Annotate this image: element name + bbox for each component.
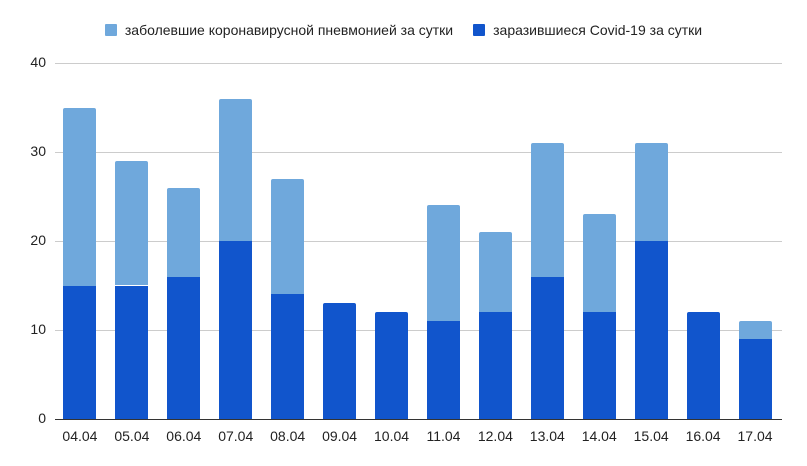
- bar-segment-pneumonia[interactable]: [115, 160, 149, 286]
- bar-segment-pneumonia[interactable]: [738, 321, 772, 339]
- x-tick-label: 12.04: [477, 428, 513, 444]
- x-tick-label: 05.04: [114, 428, 150, 444]
- bar-segment-covid[interactable]: [323, 303, 357, 419]
- x-tick-label: 08.04: [270, 428, 306, 444]
- gridline: [55, 241, 782, 242]
- bar-segment-pneumonia[interactable]: [167, 187, 201, 277]
- bar-08.04[interactable]: [271, 63, 305, 419]
- bar-15.04[interactable]: [634, 63, 668, 419]
- y-tick-label: 10: [30, 321, 46, 337]
- bar-segment-covid[interactable]: [167, 276, 201, 419]
- bar-04.04[interactable]: [63, 63, 97, 419]
- x-tick-label: 04.04: [62, 428, 98, 444]
- bar-segment-covid[interactable]: [375, 312, 409, 419]
- x-tick-label: 15.04: [633, 428, 669, 444]
- x-tick-label: 14.04: [581, 428, 617, 444]
- bar-segment-covid[interactable]: [115, 285, 149, 419]
- bar-13.04[interactable]: [530, 63, 564, 419]
- x-tick-label: 09.04: [322, 428, 358, 444]
- legend-item-covid[interactable]: заразившиеся Covid-19 за сутки: [473, 22, 702, 38]
- bar-14.04[interactable]: [582, 63, 616, 419]
- x-tick-label: 17.04: [737, 428, 773, 444]
- x-tick-label: 16.04: [685, 428, 721, 444]
- bar-10.04[interactable]: [375, 63, 409, 419]
- bar-segment-covid[interactable]: [530, 276, 564, 419]
- bar-segment-covid[interactable]: [478, 312, 512, 419]
- x-axis-line: [55, 419, 782, 420]
- bar-11.04[interactable]: [426, 63, 460, 419]
- y-tick-label: 0: [38, 410, 46, 426]
- x-tick-label: 13.04: [529, 428, 565, 444]
- bar-17.04[interactable]: [738, 63, 772, 419]
- x-tick-label: 11.04: [426, 428, 461, 444]
- bar-segment-covid[interactable]: [426, 321, 460, 419]
- bar-segment-pneumonia[interactable]: [530, 143, 564, 277]
- legend-label-covid: заразившиеся Covid-19 за сутки: [493, 22, 703, 38]
- bar-09.04[interactable]: [323, 63, 357, 419]
- bar-segment-covid[interactable]: [686, 312, 720, 419]
- plot-area: [55, 63, 782, 420]
- bar-segment-pneumonia[interactable]: [478, 232, 512, 313]
- bar-segment-pneumonia[interactable]: [219, 98, 253, 241]
- y-tick-label: 20: [30, 232, 46, 248]
- bar-12.04[interactable]: [478, 63, 512, 419]
- chart-legend: заболевшие коронавирусной пневмонией за …: [0, 22, 807, 38]
- bar-segment-covid[interactable]: [582, 312, 616, 419]
- legend-item-pneumonia[interactable]: заболевшие коронавирусной пневмонией за …: [104, 22, 454, 38]
- bar-segment-covid[interactable]: [63, 285, 97, 419]
- y-tick-label: 30: [30, 143, 46, 159]
- x-tick-label: 07.04: [218, 428, 254, 444]
- legend-label-pneumonia: заболевшие коронавирусной пневмонией за …: [124, 22, 454, 38]
- bar-segment-pneumonia[interactable]: [634, 143, 668, 241]
- y-tick-label: 40: [30, 54, 46, 70]
- bar-05.04[interactable]: [115, 63, 149, 419]
- bar-segment-covid[interactable]: [219, 241, 253, 419]
- bar-segment-pneumonia[interactable]: [582, 214, 616, 313]
- bar-segment-covid[interactable]: [738, 338, 772, 419]
- bar-segment-covid[interactable]: [634, 241, 668, 419]
- bar-segment-covid[interactable]: [271, 294, 305, 419]
- gridline: [55, 330, 782, 331]
- bar-segment-pneumonia[interactable]: [426, 205, 460, 322]
- bar-07.04[interactable]: [219, 63, 253, 419]
- gridline: [55, 63, 782, 64]
- gridline: [55, 152, 782, 153]
- legend-swatch-covid: [473, 24, 486, 36]
- x-tick-label: 06.04: [166, 428, 202, 444]
- bar-segment-pneumonia[interactable]: [63, 107, 97, 286]
- bar-segment-pneumonia[interactable]: [271, 178, 305, 295]
- bar-06.04[interactable]: [167, 63, 201, 419]
- legend-swatch-pneumonia: [104, 24, 117, 36]
- x-tick-label: 10.04: [374, 428, 410, 444]
- bar-16.04[interactable]: [686, 63, 720, 419]
